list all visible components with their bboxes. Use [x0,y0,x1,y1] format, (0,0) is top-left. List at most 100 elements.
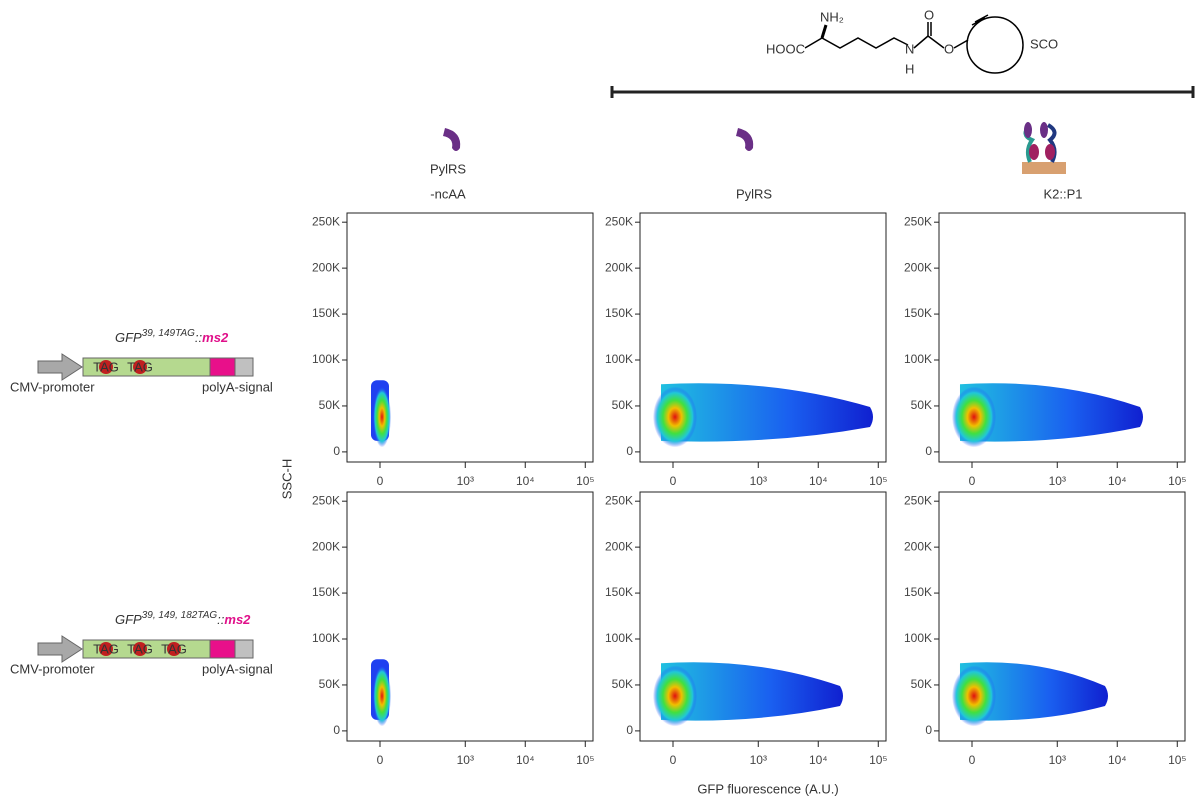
density-core [951,386,996,448]
gene-superscript: 39, 149TAG [142,328,195,339]
promoter-arrow [37,635,83,663]
x-tick-label: 10³ [457,753,474,767]
plot-frame [938,491,1186,742]
y-tick-label: 200K [605,539,633,553]
molecule-label: H [905,61,914,76]
density-core [951,665,996,727]
plot-frame [639,212,887,463]
molecule-label: O [924,7,934,22]
y-tick-label: 100K [904,352,932,366]
y-tick-label: 50K [319,677,340,691]
y-tick-label: 0 [925,444,932,458]
gene-label: GFP39, 149, 182TAG::ms2 [115,610,251,628]
plot-frame [346,491,594,742]
column-label: -ncAA [430,186,466,201]
x-tick-label: 0 [670,753,677,767]
x-tick-label: 0 [377,753,384,767]
x-tick-label: 10³ [1049,753,1066,767]
y-tick-label: 100K [312,631,340,645]
ms2-box [209,357,236,377]
column-label: K2::P1 [1043,186,1082,201]
molecule-label: SCO [1030,36,1058,51]
molecule-label: N [905,41,914,56]
x-tick-label: 10⁴ [1108,474,1127,488]
column-label: PylRS [430,161,466,176]
x-tick-label: 10⁵ [1168,474,1186,488]
y-tick-label: 200K [904,539,932,553]
y-tick-label: 0 [333,444,340,458]
enzyme-icon [443,128,461,151]
x-tick-label: 10³ [1049,474,1066,488]
y-tick-label: 200K [312,260,340,274]
y-tick-label: 50K [612,398,633,412]
density-cloud [959,662,1108,721]
gene-superscript: 39, 149, 182TAG [142,610,218,621]
separator: :: [217,612,225,627]
stop-codon [133,642,147,656]
y-tick-label: 150K [904,585,932,599]
y-tick-label: 200K [312,539,340,553]
y-tick-label: 250K [605,493,633,507]
y-tick-label: 250K [312,493,340,507]
y-tick-label: 250K [605,214,633,228]
y-axis-label: SSC-H [279,459,294,499]
stop-codon [99,360,113,374]
molecule-label: NH₂ [820,9,844,24]
density-cloud [660,383,873,442]
molecule [804,14,1024,74]
density-cloud [660,662,843,721]
promoter-label: CMV-promoter [10,379,95,394]
x-tick-label: 10⁵ [576,753,594,767]
stop-codon [99,642,113,656]
stop-codon [133,360,147,374]
x-tick-label: 10³ [457,474,474,488]
stop-label: TAG [127,641,153,656]
y-tick-label: 100K [605,631,633,645]
x-tick-label: 0 [969,753,976,767]
stop-label: TAG [161,641,187,656]
y-tick-label: 250K [312,214,340,228]
separator: :: [195,330,203,345]
x-tick-label: 10³ [750,474,767,488]
column-label: PylRS [736,186,772,201]
promoter-arrow [37,353,83,381]
x-tick-label: 10³ [750,753,767,767]
polya-box [234,357,254,377]
signal-label: polyA-signal [202,661,273,676]
y-tick-label: 250K [904,214,932,228]
y-tick-label: 200K [605,260,633,274]
gene-label: GFP39, 149TAG::ms2 [115,328,229,346]
promoter-label: CMV-promoter [10,661,95,676]
y-tick-label: 100K [312,352,340,366]
density-core [652,665,697,727]
tag-name: ms2 [224,612,251,627]
density-cloud [959,383,1143,442]
y-tick-label: 150K [312,306,340,320]
molecule-label: O [944,41,954,56]
x-tick-label: 10⁵ [869,474,887,488]
y-tick-label: 150K [312,585,340,599]
y-tick-label: 100K [904,631,932,645]
signal-label: polyA-signal [202,379,273,394]
y-tick-label: 50K [911,677,932,691]
x-tick-label: 10⁴ [1108,753,1127,767]
enzyme-icon [736,128,754,151]
stop-codon [167,642,181,656]
y-tick-label: 0 [333,723,340,737]
y-tick-label: 150K [605,306,633,320]
y-tick-label: 50K [319,398,340,412]
x-tick-label: 10⁵ [869,753,887,767]
y-tick-label: 200K [904,260,932,274]
plot-frame [346,212,594,463]
polya-box [234,639,254,659]
x-tick-label: 0 [969,474,976,488]
x-tick-label: 10⁴ [809,474,828,488]
x-axis-label: GFP fluorescence (A.U.) [697,781,838,796]
y-tick-label: 0 [925,723,932,737]
ms2-box [209,639,236,659]
stop-label: TAG [127,359,153,374]
density-core [372,386,391,448]
density-core [372,665,391,727]
stop-label: TAG [93,641,119,656]
